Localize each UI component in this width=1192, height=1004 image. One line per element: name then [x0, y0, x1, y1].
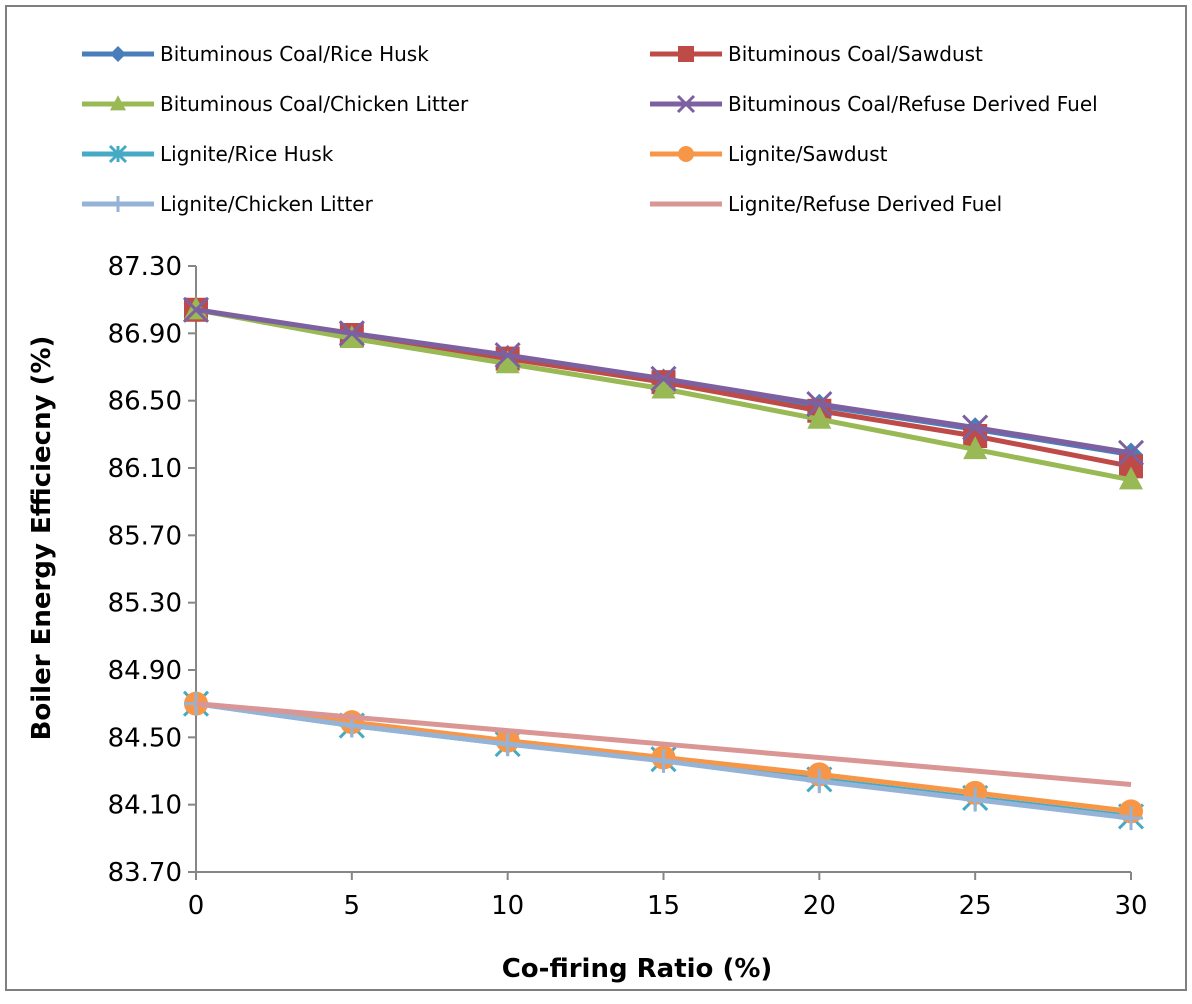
legend-marker — [676, 94, 696, 114]
legend-label: Lignite/Rice Husk — [160, 142, 334, 166]
legend-entry: Bituminous Coal/Sawdust — [650, 42, 983, 66]
legend-entry: Lignite/Sawdust — [650, 142, 888, 166]
legend-entry: Bituminous Coal/Rice Husk — [82, 42, 429, 66]
legend-label: Bituminous Coal/Refuse Derived Fuel — [728, 92, 1098, 116]
x-tick-label: 30 — [1114, 891, 1147, 921]
series-8 — [195, 701, 1132, 787]
data-point — [806, 390, 833, 418]
y-tick-label: 84.50 — [108, 723, 182, 753]
data-point — [651, 748, 676, 773]
legend-marker — [110, 196, 126, 212]
series-lines — [182, 296, 1145, 831]
y-tick-label: 87.30 — [108, 252, 182, 282]
y-tick-label: 85.30 — [108, 589, 182, 619]
legend-entry: Bituminous Coal/Refuse Derived Fuel — [650, 92, 1098, 116]
data-point — [807, 769, 832, 794]
legend-entry: Bituminous Coal/Chicken Litter — [82, 92, 469, 116]
x-tick-label: 0 — [188, 891, 205, 921]
series-4 — [182, 296, 1145, 466]
legend-label: Lignite/Refuse Derived Fuel — [728, 192, 1002, 216]
data-point — [963, 436, 988, 460]
data-point — [1117, 439, 1145, 466]
legend-marker — [108, 144, 128, 164]
legend-entry: Lignite/Rice Husk — [82, 142, 334, 166]
y-tick-label: 86.90 — [108, 319, 182, 349]
legend-label: Bituminous Coal/Rice Husk — [160, 42, 429, 66]
data-point — [963, 787, 988, 812]
series-7 — [184, 691, 1143, 831]
legend-label: Bituminous Coal/Chicken Litter — [160, 92, 469, 116]
data-point — [962, 414, 989, 441]
legend-marker — [678, 146, 694, 162]
legend-entry: Lignite/Chicken Litter — [82, 192, 374, 216]
data-point — [1119, 466, 1143, 490]
y-tick-label: 85.70 — [108, 521, 182, 551]
series-3 — [184, 296, 1143, 490]
y-axis-title: Boiler Energy Efficiecny (%) — [27, 336, 57, 741]
chart-border — [5, 5, 1187, 991]
data-point — [182, 296, 210, 323]
data-point — [1119, 806, 1143, 831]
legend-marker — [678, 46, 694, 62]
legend-marker — [110, 95, 126, 111]
axes: 83.70 84.10 84.50 84.90 85.30 85.70 86.10 86.50… — [108, 252, 1148, 921]
data-point — [495, 732, 520, 757]
x-axis-title: Co-firing Ratio (%) — [502, 954, 773, 984]
x-tick-label: 25 — [959, 891, 992, 921]
x-tick-label: 10 — [491, 891, 524, 921]
data-point — [494, 342, 521, 369]
legend-label: Lignite/Chicken Litter — [160, 192, 374, 216]
x-tick-label: 20 — [803, 891, 836, 921]
x-tick-label: 5 — [344, 891, 361, 921]
legend-label: Lignite/Sawdust — [728, 142, 888, 166]
legend-label: Bituminous Coal/Sawdust — [728, 42, 983, 66]
y-tick-label: 84.10 — [108, 791, 182, 821]
x-tick-label: 15 — [647, 891, 680, 921]
legend-entry: Lignite/Refuse Derived Fuel — [650, 192, 1002, 216]
data-point — [339, 325, 364, 348]
legend-marker — [110, 46, 126, 62]
data-point — [807, 405, 832, 429]
data-point — [495, 350, 520, 374]
y-tick-label: 84.90 — [108, 656, 182, 686]
data-point — [651, 375, 676, 399]
data-point — [338, 320, 365, 347]
data-point — [650, 365, 677, 392]
legend: Bituminous Coal/Rice Husk Bituminous Coal… — [82, 42, 1098, 216]
y-tick-label: 86.50 — [108, 387, 182, 417]
y-tick-label: 86.10 — [108, 454, 182, 484]
y-tick-label: 83.70 — [108, 858, 182, 888]
series-line — [195, 701, 1132, 787]
